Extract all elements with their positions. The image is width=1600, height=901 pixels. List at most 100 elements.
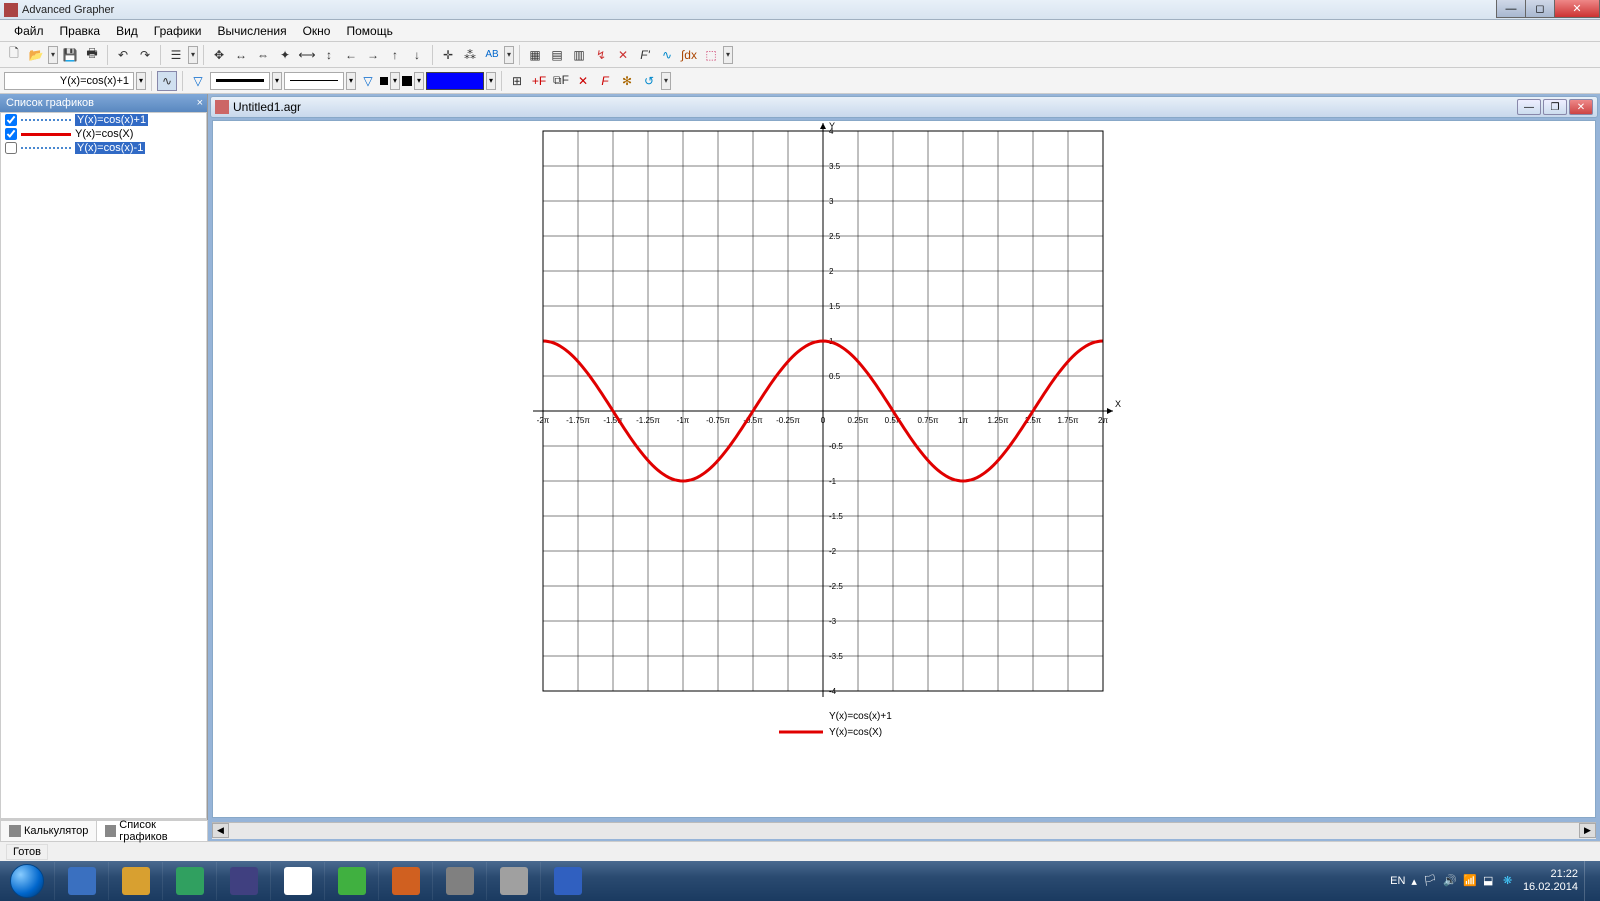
snap-icon[interactable]: ⁂ (460, 45, 480, 65)
table-icon[interactable]: ▥ (569, 45, 589, 65)
fn-italic-icon[interactable]: F (595, 71, 615, 91)
arrow-left-icon[interactable]: ← (341, 45, 361, 65)
line-style-selector[interactable] (284, 72, 344, 90)
tangent-icon[interactable]: ∿ (657, 45, 677, 65)
clock-date[interactable]: 16.02.2014 (1523, 881, 1578, 894)
doc-minimize-button[interactable]: — (1517, 99, 1541, 115)
zoom-v-icon[interactable]: ↕ (319, 45, 339, 65)
start-button[interactable] (0, 862, 54, 900)
list-dropdown[interactable]: ▾ (188, 46, 198, 64)
menu-5[interactable]: Окно (295, 22, 339, 40)
taskbar-app[interactable] (540, 862, 594, 900)
crosshair-icon[interactable]: ✛ (438, 45, 458, 65)
function-dropdown[interactable]: ▾ (136, 72, 146, 90)
menu-2[interactable]: Вид (108, 22, 146, 40)
graph-visible-checkbox[interactable] (5, 142, 17, 154)
taskbar-app[interactable] (378, 862, 432, 900)
menu-1[interactable]: Правка (52, 22, 109, 40)
color-dropdown[interactable]: ▾ (486, 72, 496, 90)
save-icon[interactable]: 💾 (60, 45, 80, 65)
print-icon[interactable]: 🖶 (82, 45, 102, 65)
move-icon[interactable]: ✥ (209, 45, 229, 65)
scroll-left-icon[interactable]: ◀ (212, 823, 229, 838)
tray-misc-icon[interactable]: ❋ (1503, 874, 1517, 888)
graph-list-row[interactable]: Y(x)=cos(X) (1, 127, 206, 141)
marker-big-icon[interactable] (402, 76, 412, 86)
intersect-icon[interactable]: ✕ (613, 45, 633, 65)
tray-flag-icon[interactable]: 🏳 (1423, 874, 1437, 888)
line-width-dropdown[interactable]: ▾ (272, 72, 282, 90)
text-dropdown[interactable]: ▾ (504, 46, 514, 64)
zoom-in-h-icon[interactable]: ⇔ (253, 45, 273, 65)
triangle-marker2-icon[interactable]: ▽ (358, 71, 378, 91)
zoom-out-h-icon[interactable]: ↔ (231, 45, 251, 65)
horizontal-scrollbar[interactable]: ◀ ▶ (212, 822, 1596, 839)
tab-calculator[interactable]: Калькулятор (0, 820, 97, 841)
tray-action-icon[interactable]: ⬓ (1483, 874, 1497, 888)
scroll-right-icon[interactable]: ▶ (1579, 823, 1596, 838)
marker-small-icon[interactable] (380, 77, 388, 85)
text-label-icon[interactable]: AB (482, 45, 502, 65)
dup-fn-icon[interactable]: ⧉F (551, 71, 571, 91)
taskbar-app[interactable] (162, 862, 216, 900)
function-input[interactable]: Y(x)=cos(x)+1 (4, 72, 134, 90)
graph-visible-checkbox[interactable] (5, 114, 17, 126)
menu-3[interactable]: Графики (146, 22, 210, 40)
doc-close-button[interactable]: ✕ (1569, 99, 1593, 115)
redo-icon[interactable]: ↷ (135, 45, 155, 65)
graph-visible-checkbox[interactable] (5, 128, 17, 140)
menu-0[interactable]: Файл (6, 22, 52, 40)
undo-icon[interactable]: ↶ (113, 45, 133, 65)
derivative-icon[interactable]: F' (635, 45, 655, 65)
grid-big-icon[interactable]: ▦ (525, 45, 545, 65)
add-fn-icon[interactable]: +F (529, 71, 549, 91)
taskbar-app[interactable] (216, 862, 270, 900)
special-icon[interactable]: ✻ (617, 71, 637, 91)
style-dropdown[interactable]: ▾ (661, 72, 671, 90)
menu-4[interactable]: Вычисления (209, 22, 294, 40)
delete-fn-icon[interactable]: ✕ (573, 71, 593, 91)
plot-canvas[interactable]: -2π-1.75π-1.5π-1.25π-1π-0.75π-0.5π-0.25π… (212, 120, 1596, 818)
minimize-button[interactable]: — (1496, 0, 1526, 18)
taskbar-app[interactable] (324, 862, 378, 900)
zoom-fit-icon[interactable]: ✦ (275, 45, 295, 65)
language-indicator[interactable]: EN (1390, 875, 1405, 887)
list-icon[interactable]: ☰ (166, 45, 186, 65)
arrow-up-icon[interactable]: ↑ (385, 45, 405, 65)
graph-list-row[interactable]: Y(x)=cos(x)-1 (1, 141, 206, 155)
arrow-down-icon[interactable]: ↓ (407, 45, 427, 65)
show-desktop-button[interactable] (1584, 861, 1594, 901)
tray-network-icon[interactable]: 📶 (1463, 874, 1477, 888)
taskbar-app[interactable] (108, 862, 162, 900)
props-icon[interactable]: ⊞ (507, 71, 527, 91)
line-width-selector[interactable] (210, 72, 270, 90)
new-file-icon[interactable]: 🗋 (4, 45, 24, 65)
clock-time[interactable]: 21:22 (1523, 868, 1578, 881)
taskbar-app[interactable] (486, 862, 540, 900)
reset-icon[interactable]: ↺ (639, 71, 659, 91)
marker-big-dropdown[interactable]: ▾ (414, 72, 424, 90)
integral-icon[interactable]: ∫dx (679, 45, 699, 65)
tray-up-icon[interactable]: ▴ (1411, 875, 1417, 888)
menu-6[interactable]: Помощь (338, 22, 400, 40)
line-style-dropdown[interactable]: ▾ (346, 72, 356, 90)
sidebar-close-icon[interactable]: × (197, 97, 203, 109)
doc-restore-button[interactable]: ❐ (1543, 99, 1567, 115)
zoom-h-icon[interactable]: ⟷ (297, 45, 317, 65)
open-file-icon[interactable]: 📂 (26, 45, 46, 65)
stats-icon[interactable]: ⬚ (701, 45, 721, 65)
taskbar-app[interactable] (432, 862, 486, 900)
arrow-right-icon[interactable]: → (363, 45, 383, 65)
tray-volume-icon[interactable]: 🔊 (1443, 874, 1457, 888)
graph-list-row[interactable]: Y(x)=cos(x)+1 (1, 113, 206, 127)
triangle-marker-icon[interactable]: ▽ (188, 71, 208, 91)
marker-small-dropdown[interactable]: ▾ (390, 72, 400, 90)
tab-graph-list[interactable]: Список графиков (96, 820, 208, 841)
tool-dropdown[interactable]: ▾ (723, 46, 733, 64)
taskbar-app[interactable] (270, 862, 324, 900)
curve-style-icon[interactable]: ∿ (157, 71, 177, 91)
open-dropdown[interactable]: ▾ (48, 46, 58, 64)
taskbar-app[interactable] (54, 862, 108, 900)
color-swatch[interactable] (426, 72, 484, 90)
trace-icon[interactable]: ↯ (591, 45, 611, 65)
